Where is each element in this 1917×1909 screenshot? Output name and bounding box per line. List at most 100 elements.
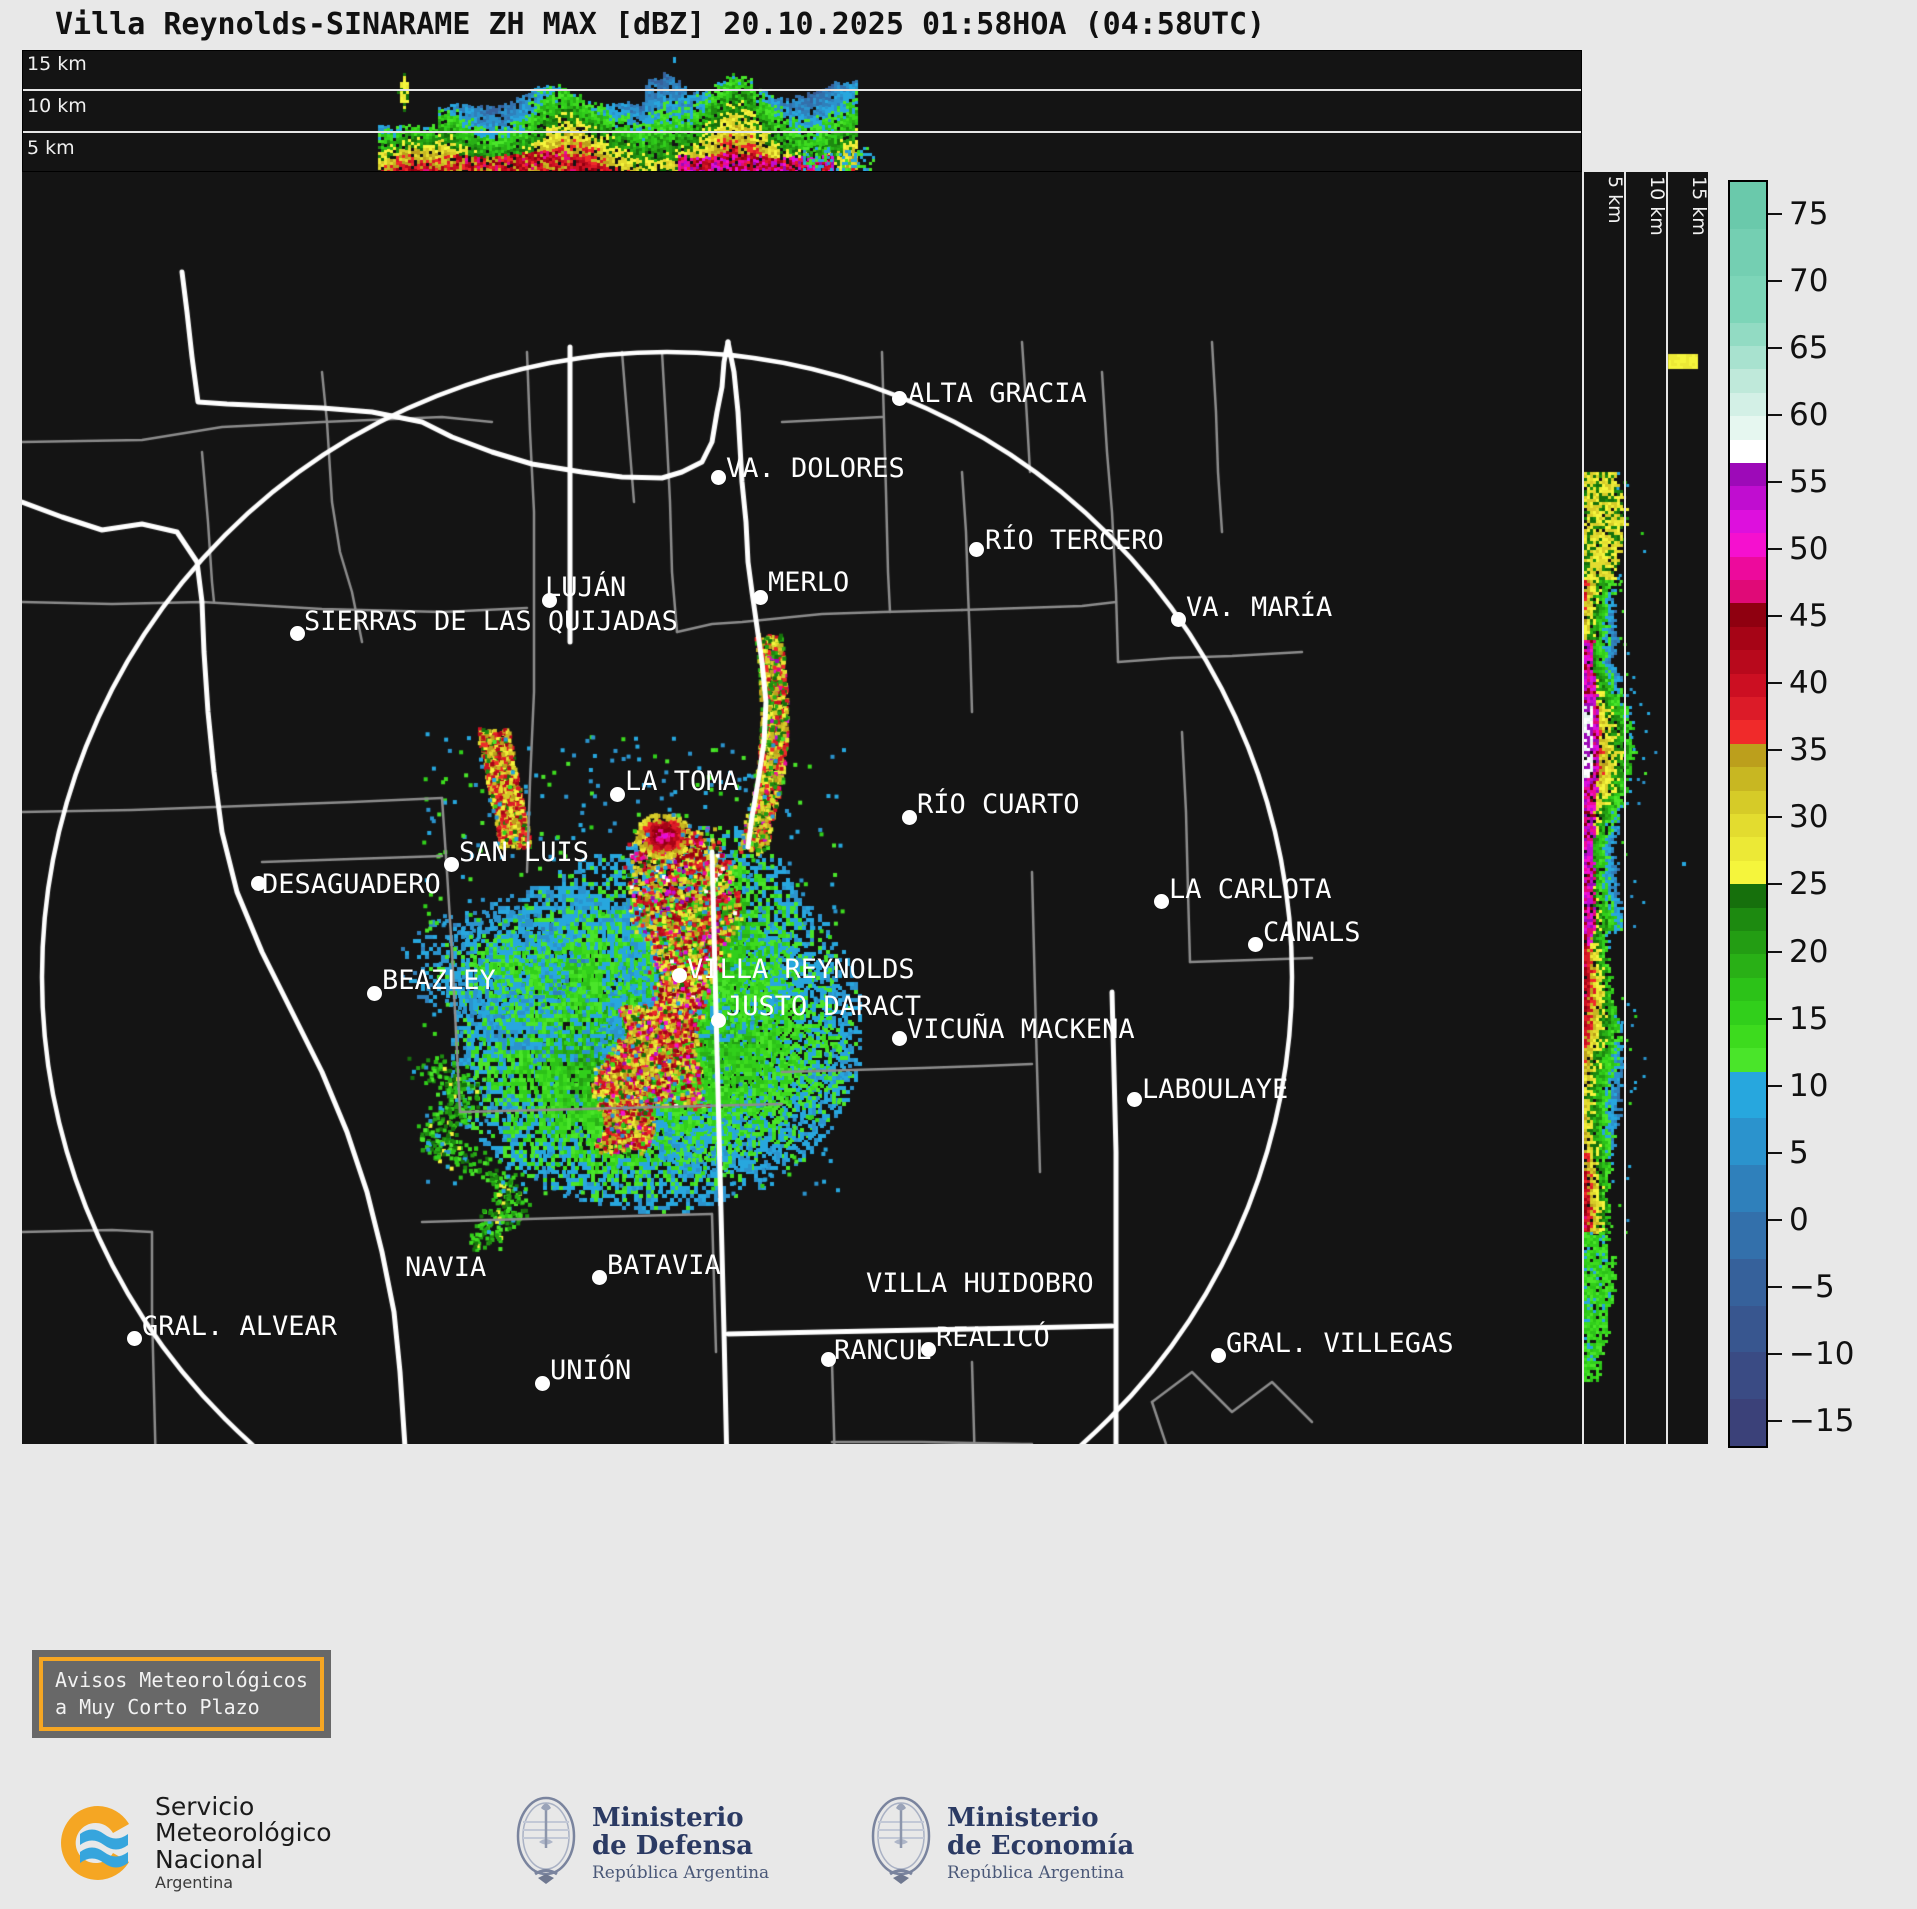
- colorbar-tick-label: 5: [1789, 1134, 1809, 1171]
- colorbar-band-51: [1730, 228, 1766, 253]
- city-marker-dot: [1211, 1348, 1226, 1363]
- smn-line-1: Servicio: [155, 1792, 255, 1821]
- warning-badge[interactable]: Avisos Meteorológicos a Muy Corto Plazo: [32, 1650, 331, 1738]
- colorbar-tick-10: 10: [1768, 1068, 1828, 1104]
- page-title: Villa Reynolds-SINARAME ZH MAX [dBZ] 20.…: [55, 6, 1266, 42]
- colorbar-band-38: [1730, 533, 1766, 557]
- colorbar-band-2: [1730, 1375, 1766, 1400]
- colorbar-tick-65: 65: [1768, 330, 1828, 366]
- colorbar-band-10: [1730, 1188, 1766, 1212]
- ministerio-defensa-logo: Ministerio de Defensa República Argentin…: [510, 1792, 769, 1894]
- colorbar-band-16: [1730, 1048, 1766, 1072]
- colorbar-band-9: [1730, 1211, 1766, 1236]
- colorbar-tick-20: 20: [1768, 934, 1828, 970]
- colorbar-tick--15: −15: [1768, 1403, 1854, 1439]
- colorbar-tick-mark: [1768, 1420, 1782, 1423]
- top-cross-section-panel: 15 km 10 km 5 km: [22, 50, 1582, 172]
- colorbar-tick-mark: [1768, 1151, 1782, 1154]
- city-marker-dot: [1248, 937, 1263, 952]
- colorbar-tick-45: 45: [1768, 598, 1828, 634]
- colorbar-tick-mark: [1768, 1285, 1782, 1288]
- colorbar-band-29: [1730, 743, 1766, 768]
- colorbar-band-6: [1730, 1282, 1766, 1306]
- city-label: UNIÓN: [550, 1355, 632, 1386]
- economia-line-3: República Argentina: [947, 1862, 1125, 1883]
- colorbar-tick-label: 45: [1789, 598, 1829, 635]
- colorbar-tick-mark: [1768, 682, 1782, 685]
- colorbar-band-44: [1730, 392, 1766, 417]
- colorbar-tick-mark: [1768, 279, 1782, 282]
- colorbar-tick-0: 0: [1768, 1202, 1809, 1238]
- colorbar-band-43: [1730, 416, 1766, 440]
- colorbar-tick-55: 55: [1768, 464, 1828, 500]
- defensa-line-1: Ministerio: [592, 1802, 744, 1833]
- right-xsec-label-10km: 10 km: [1646, 176, 1668, 236]
- city-label: VA. MARÍA: [1186, 592, 1333, 623]
- colorbar-tick-label: 10: [1789, 1067, 1829, 1104]
- colorbar-band-49: [1730, 275, 1766, 300]
- colorbar-band-36: [1730, 579, 1766, 604]
- colorbar-band-1: [1730, 1399, 1766, 1423]
- economia-line-1: Ministerio: [947, 1802, 1099, 1833]
- colorbar-band-30: [1730, 720, 1766, 744]
- colorbar-tick-mark: [1768, 1017, 1782, 1020]
- ministerio-defensa-text: Ministerio de Defensa República Argentin…: [592, 1802, 769, 1883]
- colorbar-band-27: [1730, 790, 1766, 815]
- defensa-line-2: de Defensa: [592, 1831, 753, 1862]
- city-label: LABOULAYE: [1142, 1074, 1289, 1105]
- colorbar-band-14: [1730, 1094, 1766, 1119]
- city-marker-dot: [1127, 1092, 1142, 1107]
- top-cross-section-echo: [23, 51, 1581, 171]
- city-marker-dot: [535, 1376, 550, 1391]
- right-cross-section-echo: [1584, 172, 1710, 1444]
- city-label: RÍO CUARTO: [917, 789, 1080, 820]
- colorbar-tick-mark: [1768, 1353, 1782, 1356]
- right-xsec-label-15km: 15 km: [1688, 176, 1710, 236]
- colorbar-band-31: [1730, 697, 1766, 721]
- colorbar-tick-5: 5: [1768, 1135, 1809, 1171]
- city-label: NAVIA: [405, 1252, 487, 1283]
- colorbar-tick-mark: [1768, 883, 1782, 886]
- city-label: SAN LUIS: [459, 837, 590, 868]
- colorbar-tick-label: −15: [1789, 1403, 1855, 1440]
- colorbar-band-48: [1730, 299, 1766, 323]
- colorbar-band-21: [1730, 931, 1766, 955]
- right-xsec-gridline-15km: [1708, 172, 1710, 1444]
- right-xsec-label-5km: 5 km: [1604, 176, 1626, 224]
- colorbar-band-3: [1730, 1352, 1766, 1376]
- city-label: BEAZLEY: [382, 965, 496, 996]
- city-label: VILLA HUIDOBRO: [866, 1268, 1094, 1299]
- warning-line-1: Avisos Meteorológicos: [55, 1668, 308, 1692]
- colorbar-tick-mark: [1768, 749, 1782, 752]
- colorbar-band-13: [1730, 1118, 1766, 1142]
- city-label: BATAVIA: [607, 1250, 721, 1281]
- colorbar-band-17: [1730, 1024, 1766, 1049]
- city-marker-dot: [610, 787, 625, 802]
- top-xsec-gridline-15km: [23, 89, 1581, 91]
- colorbar-tick-mark: [1768, 1084, 1782, 1087]
- colorbar-tick-mark: [1768, 816, 1782, 819]
- colorbar-tick-label: 50: [1789, 530, 1829, 567]
- city-marker-dot: [542, 593, 557, 608]
- city-label: MERLO: [768, 567, 850, 598]
- top-xsec-label-5km: 5 km: [27, 137, 75, 159]
- colorbar-tick-mark: [1768, 950, 1782, 953]
- colorbar-band-39: [1730, 509, 1766, 534]
- colorbar-band-37: [1730, 556, 1766, 580]
- colorbar-tick-15: 15: [1768, 1001, 1828, 1037]
- colorbar-band-7: [1730, 1258, 1766, 1283]
- radar-map[interactable]: ALTA GRACIA VA. DOLORES RÍO TERCERO MERLO LU…: [22, 172, 1582, 1444]
- colorbar-band-22: [1730, 907, 1766, 932]
- city-marker-dot: [444, 857, 459, 872]
- colorbar-band-5: [1730, 1305, 1766, 1329]
- ministerio-economia-text: Ministerio de Economía República Argenti…: [947, 1802, 1135, 1883]
- colorbar-gradient: [1730, 182, 1766, 1446]
- city-marker-dot: [711, 470, 726, 485]
- economia-line-2: de Economía: [947, 1831, 1135, 1862]
- colorbar-band-19: [1730, 977, 1766, 1002]
- city-label: LA TOMA: [625, 766, 739, 797]
- colorbar-band-8: [1730, 1235, 1766, 1259]
- colorbar-band-35: [1730, 603, 1766, 627]
- city-label: RANCUL: [834, 1335, 932, 1366]
- colorbar-band-25: [1730, 837, 1766, 861]
